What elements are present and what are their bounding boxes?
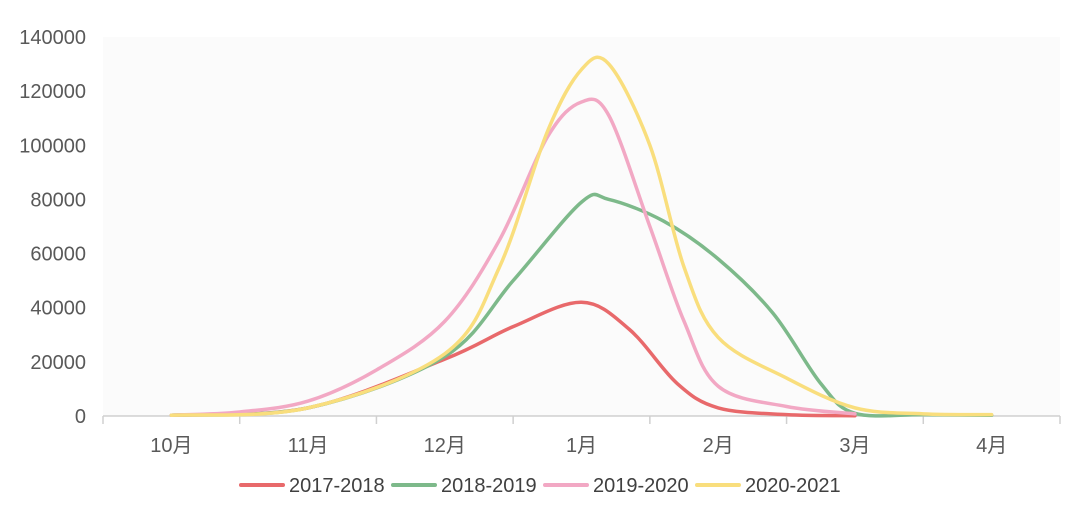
series-line-2020-2021 [169,55,994,417]
y-tick-label: 20000 [30,352,86,374]
legend-item: 2018-2019 [391,475,537,497]
series-layer [169,55,994,418]
legend-item: 2020-2021 [695,475,841,497]
y-tick-label: 140000 [19,27,86,49]
x-tick-label: 2月 [703,435,734,457]
y-axis: 0 20000 40000 60000 80000 100000 120000 140000 [19,27,86,428]
legend-label: 2020-2021 [745,475,841,497]
x-tick-label: 3月 [839,435,870,457]
legend-label: 2017-2018 [289,475,385,497]
series-line-2019-2020 [169,97,857,417]
x-tick-label: 11月 [288,435,329,457]
y-tick-label: 0 [75,406,86,428]
x-tick-label: 12月 [424,435,466,457]
x-tick-label: 4月 [976,435,1007,457]
y-tick-label: 60000 [30,244,86,266]
plot-area [103,37,1060,416]
y-tick-label: 80000 [30,189,86,211]
x-axis: 10月 11月 12月 1月 2月 3月 4月 [102,415,1061,457]
x-tick-label: 10月 [150,435,192,457]
plot-background [103,37,1060,416]
x-tick-label: 1月 [566,435,597,457]
y-tick-label: 40000 [30,298,86,320]
legend-item: 2017-2018 [239,475,385,497]
y-tick-label: 100000 [19,135,86,157]
legend-label: 2019-2020 [593,475,689,497]
legend-label: 2018-2019 [441,475,537,497]
legend: 2017-2018 2018-2019 2019-2020 2020-2021 [239,475,841,497]
y-tick-label: 120000 [19,81,86,103]
legend-item: 2019-2020 [543,475,689,497]
